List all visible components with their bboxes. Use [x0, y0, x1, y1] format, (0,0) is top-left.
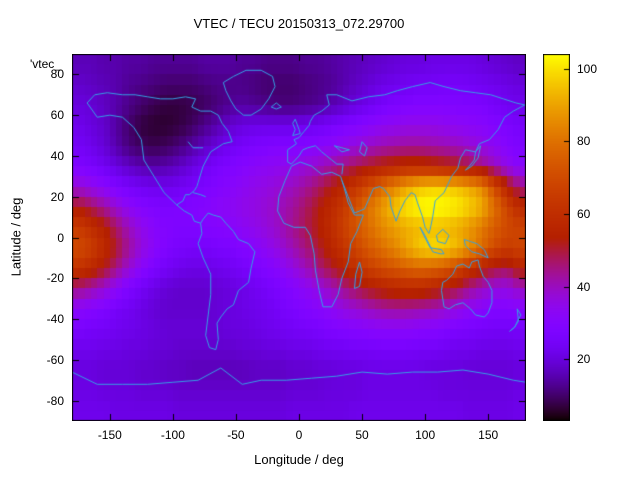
y-tick-label: -20 — [46, 271, 64, 286]
heatmap-plot-canvas — [72, 54, 526, 421]
y-tick-label: -60 — [46, 352, 64, 367]
y-tick-label: 80 — [50, 67, 64, 82]
y-tick-label: -80 — [46, 393, 64, 408]
colorbar-canvas — [543, 54, 570, 421]
x-tick-label: 50 — [355, 428, 369, 442]
x-tick-label: -150 — [97, 428, 122, 442]
colorbar-tick-label: 40 — [577, 279, 591, 294]
series-key-label: 'vtec_ — [30, 57, 61, 71]
colorbar-tick-label: 20 — [577, 352, 591, 367]
colorbar-tick-label: 100 — [577, 61, 598, 76]
colorbar-tick-label: 80 — [577, 134, 591, 149]
y-axis-title: Latitude / deg — [8, 197, 24, 277]
x-tick-label: -100 — [160, 428, 185, 442]
x-tick-label: 100 — [415, 428, 436, 442]
chart-title: VTEC / TECU 20150313_072.29700 — [193, 16, 405, 31]
y-tick-label: -40 — [46, 312, 64, 327]
y-tick-label: 60 — [50, 108, 64, 123]
x-axis-title: Longitude / deg — [254, 452, 344, 467]
x-tick-label: -50 — [227, 428, 245, 442]
x-tick-label: 0 — [295, 428, 303, 442]
y-tick-label: 20 — [50, 189, 64, 204]
x-tick-label: 150 — [478, 428, 499, 442]
colorbar-tick-label: 60 — [577, 206, 591, 221]
y-tick-label: 0 — [57, 230, 64, 245]
y-tick-label: 40 — [50, 148, 64, 163]
